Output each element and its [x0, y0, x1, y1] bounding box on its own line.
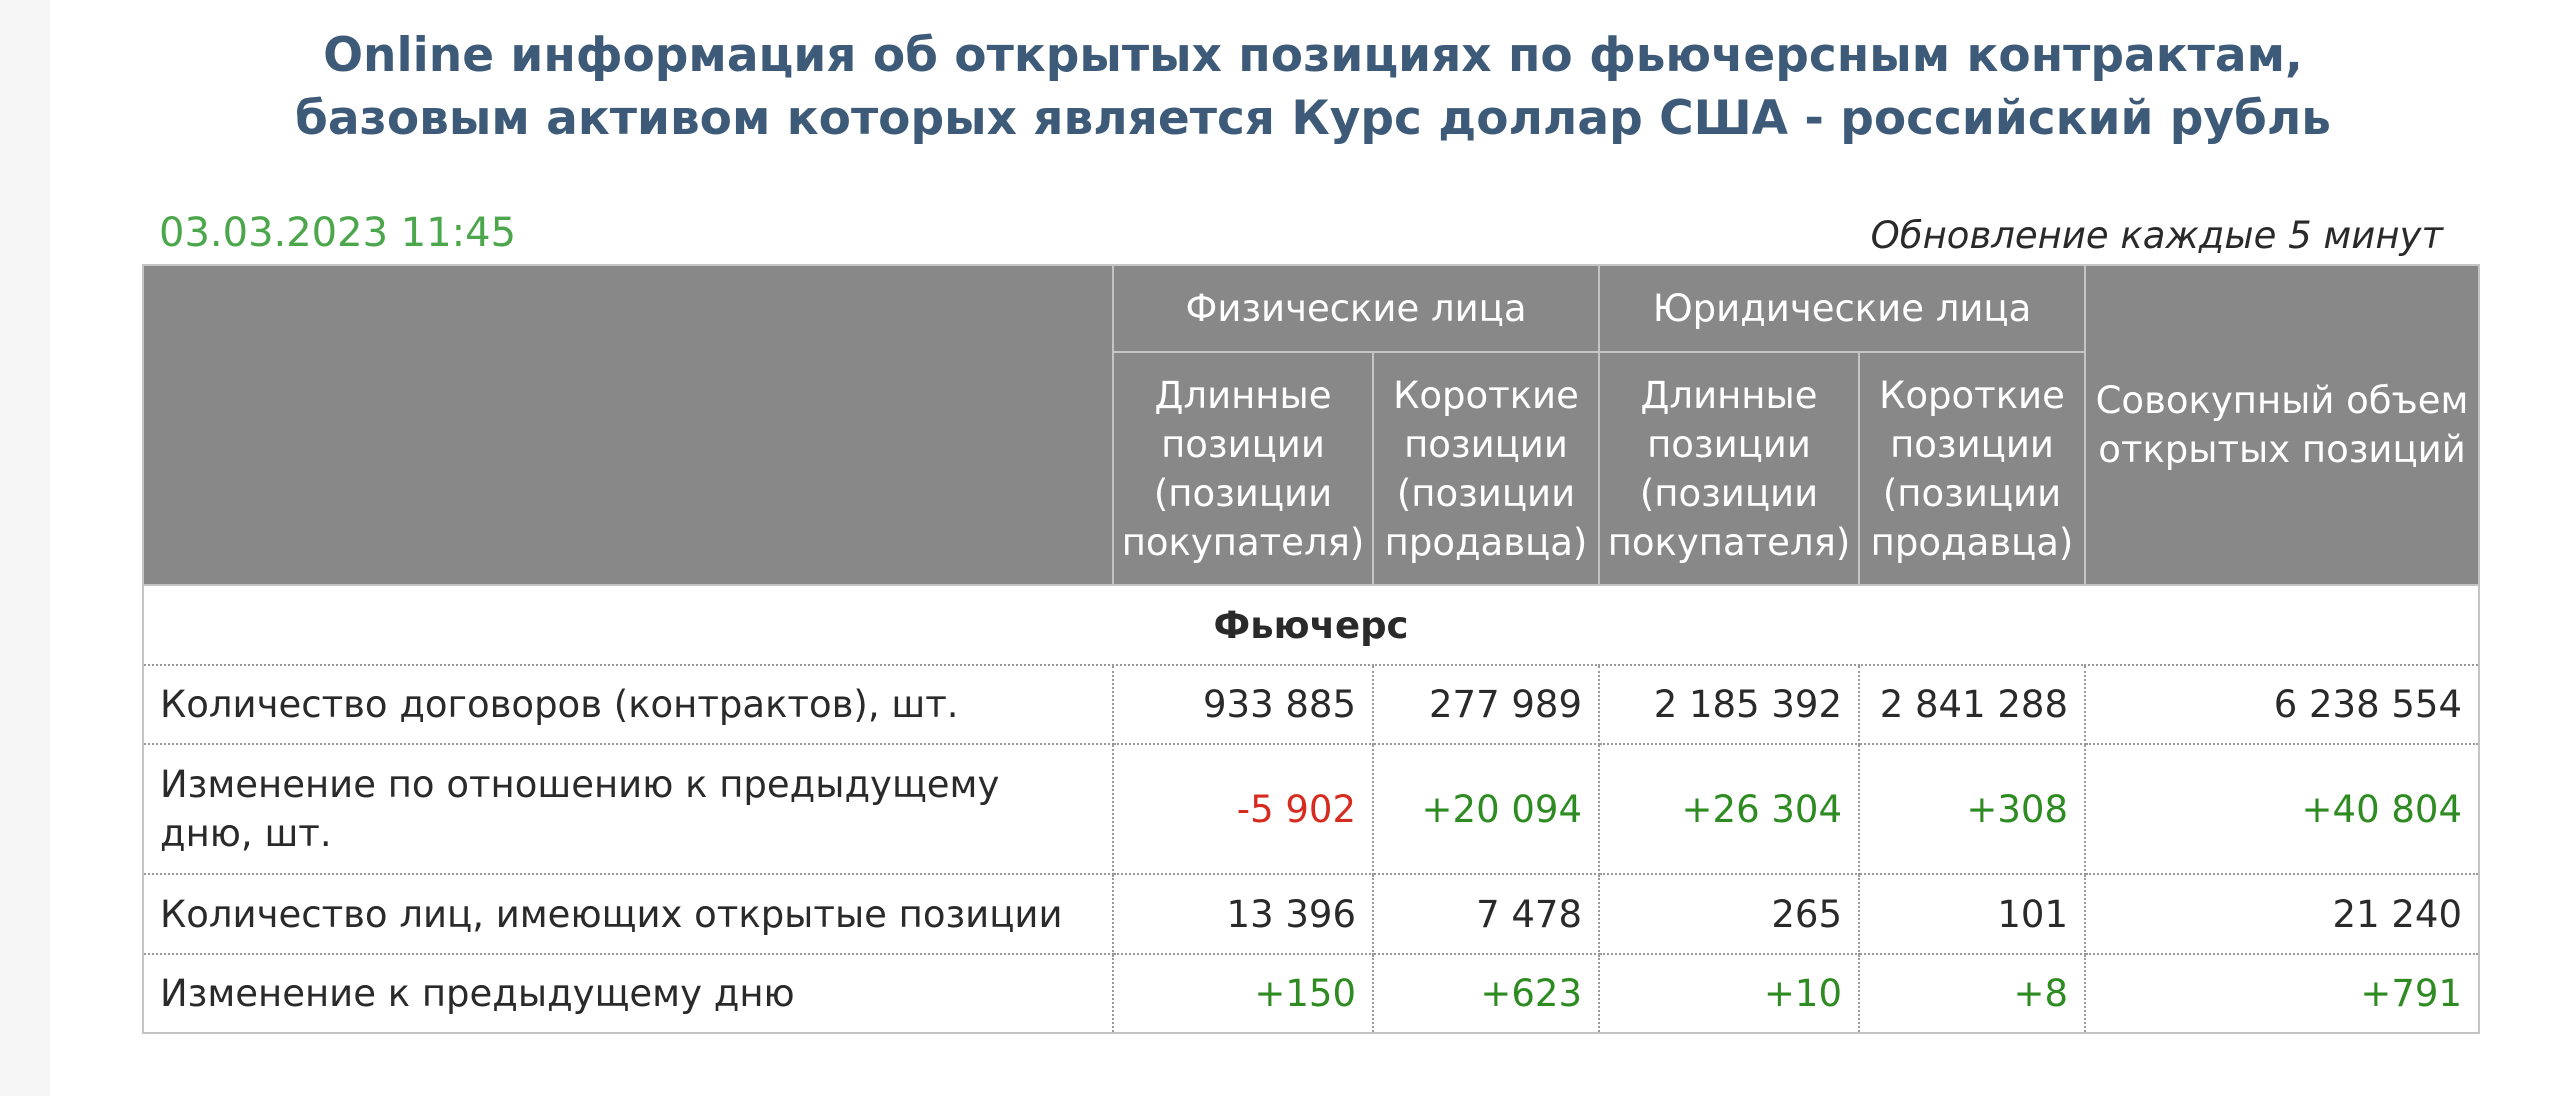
- section-row: Фьючерс: [141, 584, 2481, 666]
- cell-value: 265: [1598, 873, 1860, 955]
- update-note: Обновление каждые 5 минут: [1870, 214, 2443, 257]
- table-row: Изменение к предыдущему дню +150 +623 +1…: [142, 953, 2481, 1034]
- open-interest-table: Физические лица Юридические лица Совокуп…: [141, 264, 2481, 1034]
- cell-value-positive: +308: [1857, 743, 2087, 875]
- row-label-holders: Количество лиц, имеющих открытые позиции: [142, 873, 1114, 955]
- table-row: Изменение по отношению к предыдущему дню…: [142, 743, 2481, 875]
- header-total-open-interest: Совокупный объем открытых позиций: [2084, 264, 2481, 586]
- page-title-line-1: Online информация об открытых позициях п…: [323, 28, 2303, 83]
- row-label-contracts: Количество договоров (контрактов), шт.: [142, 664, 1114, 745]
- cell-value: 21 240: [2084, 873, 2481, 955]
- section-label-futures: Фьючерс: [141, 584, 2481, 666]
- cell-value-positive: +791: [2084, 953, 2481, 1034]
- cell-value-positive: +8: [1857, 953, 2087, 1034]
- cell-value: 6 238 554: [2084, 664, 2481, 745]
- corner-header-cell: [142, 264, 1114, 586]
- cell-value-negative: -5 902: [1112, 743, 1374, 875]
- cell-value: 13 396: [1112, 873, 1374, 955]
- cell-value-positive: +623: [1372, 953, 1600, 1034]
- table-row: Количество лиц, имеющих открытые позиции…: [142, 873, 2481, 955]
- table-row: Количество договоров (контрактов), шт. 9…: [142, 664, 2481, 745]
- header-individuals-short: Короткие позиции (позиции продавца): [1372, 351, 1600, 586]
- cell-value-positive: +40 804: [2084, 743, 2481, 875]
- row-label-holders-change: Изменение к предыдущему дню: [142, 953, 1114, 1034]
- cell-value-positive: +150: [1112, 953, 1374, 1034]
- header-legal-entities: Юридические лица: [1597, 264, 2087, 353]
- header-legal-short: Короткие позиции (позиции продавца): [1857, 351, 2087, 586]
- header-individuals: Физические лица: [1112, 264, 1600, 353]
- cell-value: 2 185 392: [1598, 664, 1860, 745]
- cell-value: 933 885: [1112, 664, 1374, 745]
- header-individuals-long: Длинные позиции (позиции покупателя): [1112, 351, 1374, 586]
- cell-value: 2 841 288: [1857, 664, 2087, 745]
- cell-value: 7 478: [1372, 873, 1600, 955]
- cell-value: 101: [1857, 873, 2087, 955]
- header-legal-long: Длинные позиции (позиции покупателя): [1598, 351, 1860, 586]
- cell-value-positive: +20 094: [1372, 743, 1600, 875]
- cell-value: 277 989: [1372, 664, 1600, 745]
- page-title: Online информация об открытых позициях п…: [50, 24, 2576, 150]
- page: Online информация об открытых позициях п…: [50, 0, 2576, 1096]
- cell-value-positive: +10: [1598, 953, 1860, 1034]
- page-title-line-2: базовым активом которых является Курс до…: [295, 91, 2331, 146]
- timestamp: 03.03.2023 11:45: [159, 210, 517, 256]
- row-label-contracts-change: Изменение по отношению к предыдущему дню…: [142, 743, 1114, 875]
- cell-value-positive: +26 304: [1598, 743, 1860, 875]
